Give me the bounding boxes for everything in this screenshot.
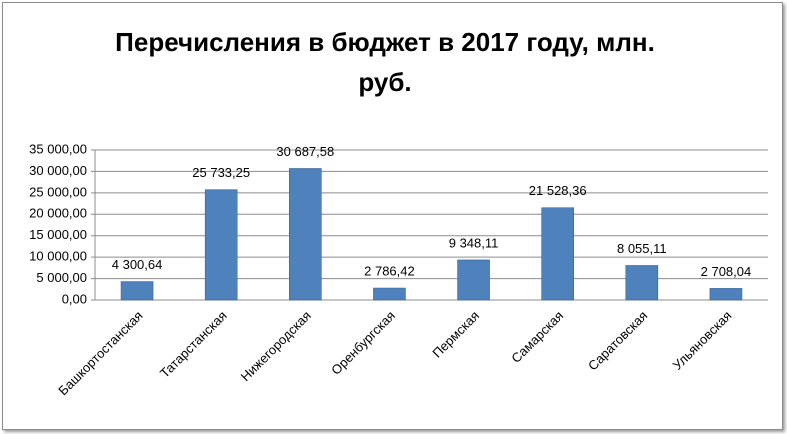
value-label: 9 348,11 (449, 235, 499, 250)
bar (120, 281, 154, 301)
x-tick-label: Пермская (429, 308, 482, 361)
y-tick-label: 15 000,00 (29, 227, 87, 242)
bar (204, 189, 238, 301)
y-tick-label: 0,00 (62, 291, 87, 306)
y-tick-label: 5 000,00 (36, 270, 87, 285)
value-label: 30 687,58 (276, 144, 334, 159)
bar (541, 207, 574, 301)
x-tick-label: Самарская (508, 308, 566, 366)
chart-frame (2, 2, 783, 430)
y-tick-label: 20 000,00 (29, 206, 87, 221)
bar (457, 259, 490, 301)
value-label: 4 300,64 (112, 257, 163, 272)
x-tick-label: Оренбургская (328, 308, 398, 378)
value-label: 8 055,11 (617, 241, 667, 256)
value-label: 21 528,36 (529, 183, 587, 198)
value-label: 2 708,04 (701, 264, 752, 279)
chart-title: Перечисления в бюджет в 2017 году, млн. … (115, 27, 655, 97)
x-tick-label: Башкортостанская (55, 308, 145, 398)
value-label: 25 733,25 (192, 165, 250, 180)
bar (289, 168, 322, 301)
x-tick-label: Саратовская (585, 308, 650, 373)
bar (373, 287, 406, 301)
y-tick-label: 35 000,00 (29, 141, 87, 156)
x-tick-label: Ульяновская (670, 308, 735, 373)
bar (709, 288, 743, 301)
y-tick-label: 25 000,00 (29, 184, 87, 199)
y-tick-label: 30 000,00 (29, 163, 87, 178)
bar (625, 265, 659, 301)
y-tick-label: 10 000,00 (29, 249, 87, 264)
value-label: 2 786,42 (364, 263, 415, 278)
x-tick-label: Татарстанская (157, 308, 230, 381)
x-tick-label: Нижегородская (238, 308, 314, 384)
